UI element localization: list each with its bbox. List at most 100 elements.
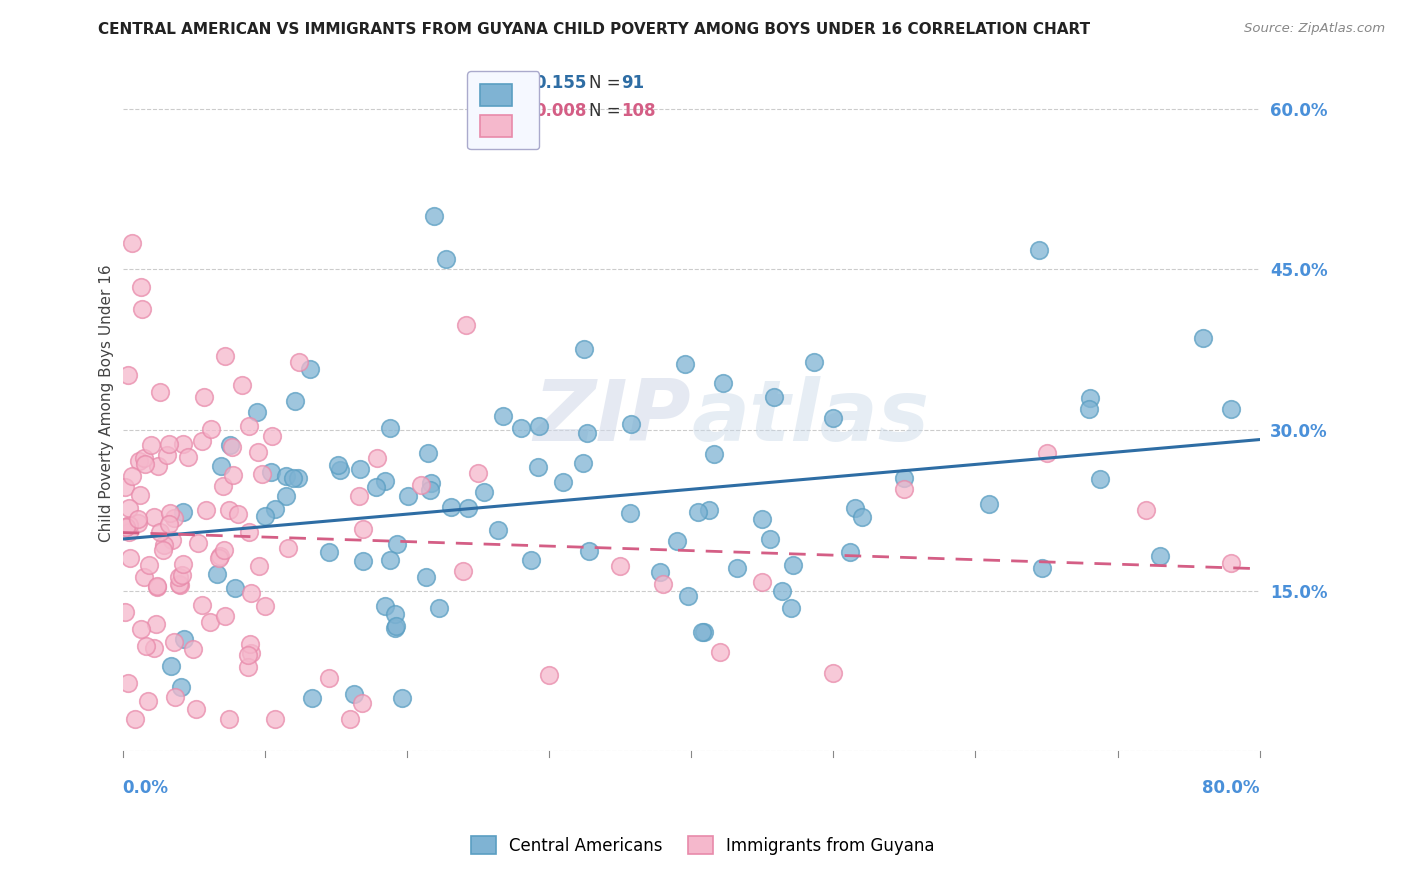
Point — [191, 434, 214, 448]
Point — [221, 440, 243, 454]
Point — [152, 538, 174, 552]
Text: Source: ZipAtlas.com: Source: ZipAtlas.com — [1244, 22, 1385, 36]
Point — [839, 545, 862, 559]
Text: ZIP: ZIP — [533, 376, 692, 458]
Point — [1035, 446, 1057, 460]
Text: 91: 91 — [620, 74, 644, 92]
Text: N =: N = — [589, 102, 626, 120]
Point — [423, 209, 446, 223]
Point — [253, 508, 276, 523]
Point — [124, 712, 146, 726]
Point — [159, 506, 181, 520]
Point — [142, 640, 165, 655]
Point — [145, 579, 167, 593]
Point — [127, 511, 149, 525]
Point — [491, 409, 513, 423]
Point — [709, 645, 731, 659]
Point — [648, 565, 671, 579]
Point — [343, 687, 366, 701]
Point — [454, 318, 477, 332]
Point — [1192, 330, 1215, 344]
Point — [239, 637, 262, 651]
Point — [823, 666, 845, 681]
Point — [117, 518, 139, 533]
Point — [758, 532, 780, 546]
Point — [803, 355, 825, 369]
Point — [145, 616, 167, 631]
Point — [194, 503, 217, 517]
Point — [218, 712, 240, 726]
Point — [380, 420, 402, 434]
Point — [264, 712, 287, 726]
Point — [666, 533, 689, 548]
Point — [173, 632, 195, 646]
Point — [160, 533, 183, 547]
Point — [208, 549, 231, 563]
Point — [1078, 401, 1101, 416]
Point — [172, 505, 194, 519]
Point — [187, 536, 209, 550]
Point — [118, 550, 141, 565]
Point — [160, 658, 183, 673]
Point — [276, 489, 298, 503]
Point — [416, 446, 439, 460]
Point — [209, 458, 232, 473]
Text: 80.0%: 80.0% — [1202, 779, 1260, 797]
Point — [131, 622, 153, 636]
Point — [193, 390, 215, 404]
Legend: , : , — [467, 71, 540, 150]
Point — [851, 509, 873, 524]
Point — [409, 477, 432, 491]
Point — [427, 600, 450, 615]
Point — [247, 445, 270, 459]
Point — [538, 668, 561, 682]
Point — [114, 480, 136, 494]
Point — [619, 506, 641, 520]
Point — [1078, 391, 1101, 405]
Point — [520, 553, 543, 567]
Point — [1031, 561, 1053, 575]
Point — [385, 619, 408, 633]
Point — [240, 646, 263, 660]
Point — [527, 419, 550, 434]
Point — [391, 690, 413, 705]
Point — [131, 301, 153, 316]
Point — [200, 422, 222, 436]
Point — [1135, 503, 1157, 517]
Point — [117, 676, 139, 690]
Point — [139, 438, 162, 452]
Point — [751, 574, 773, 589]
Point — [619, 417, 641, 432]
Point — [208, 551, 231, 566]
Point — [138, 558, 160, 573]
Point — [157, 517, 180, 532]
Point — [711, 376, 734, 390]
Point — [198, 615, 221, 629]
Point — [115, 520, 138, 534]
Point — [434, 252, 457, 266]
Point — [551, 475, 574, 489]
Point — [214, 608, 236, 623]
Point — [283, 471, 305, 485]
Point — [132, 451, 155, 466]
Point — [238, 524, 260, 539]
Point — [260, 465, 283, 479]
Point — [352, 696, 374, 710]
Point — [699, 503, 721, 517]
Point — [205, 567, 228, 582]
Point — [1220, 556, 1243, 570]
Point — [509, 421, 531, 435]
Point — [692, 625, 714, 640]
Legend: Central Americans, Immigrants from Guyana: Central Americans, Immigrants from Guyan… — [464, 830, 942, 862]
Point — [254, 599, 277, 613]
Point — [277, 541, 299, 555]
Point — [1028, 243, 1050, 257]
Point — [326, 458, 349, 472]
Text: R =: R = — [498, 74, 534, 92]
Point — [451, 564, 474, 578]
Point — [219, 438, 242, 452]
Point — [191, 599, 214, 613]
Point — [651, 576, 673, 591]
Point — [222, 468, 245, 483]
Point — [384, 621, 406, 635]
